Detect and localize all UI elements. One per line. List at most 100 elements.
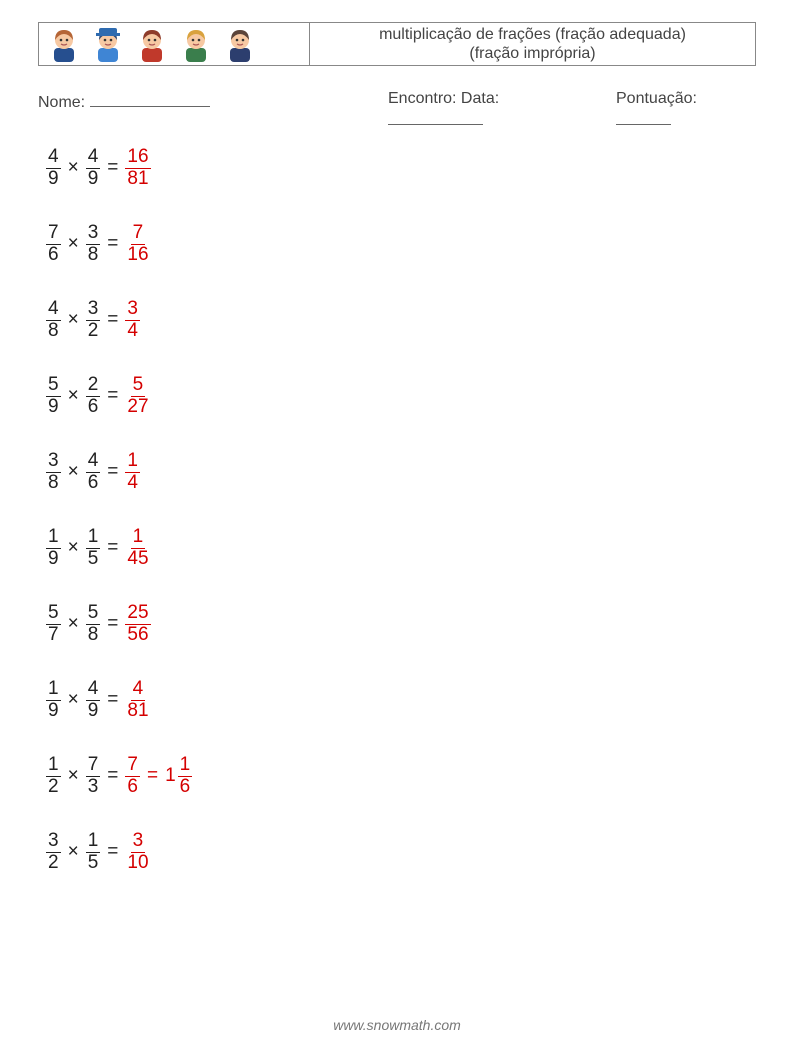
avatar-icon <box>137 26 167 62</box>
fraction: 4 8 <box>46 299 61 342</box>
denominator: 5 <box>86 853 101 874</box>
fraction: 5 27 <box>125 375 150 418</box>
denominator: 6 <box>125 777 140 798</box>
numerator: 3 <box>125 299 140 321</box>
numerator: 3 <box>46 451 61 473</box>
numerator: 5 <box>86 603 101 625</box>
score-field: Pontuação: <box>616 90 756 130</box>
multiply-sign: × <box>68 689 79 711</box>
denominator: 6 <box>86 473 101 494</box>
numerator: 4 <box>86 147 101 169</box>
denominator: 8 <box>46 473 61 494</box>
denominator: 6 <box>178 777 193 798</box>
equals-sign: = <box>107 309 118 331</box>
date-blank[interactable] <box>388 108 483 125</box>
denominator: 4 <box>125 473 140 494</box>
multiply-sign: × <box>68 537 79 559</box>
numerator: 3 <box>86 299 101 321</box>
equals-sign: = <box>107 157 118 179</box>
name-label: Nome: <box>38 94 85 111</box>
info-row: Nome: Encontro: Data: Pontuação: <box>38 90 756 130</box>
score-label: Pontuação: <box>616 90 697 107</box>
denominator: 3 <box>86 777 101 798</box>
footer-url: www.snowmath.com <box>0 1017 794 1033</box>
name-blank[interactable] <box>90 90 210 107</box>
denominator: 56 <box>125 625 150 646</box>
fraction: 7 16 <box>125 223 150 266</box>
mixed-number: 1 1 6 <box>165 755 192 798</box>
numerator: 4 <box>46 299 61 321</box>
denominator: 10 <box>125 853 150 874</box>
numerator: 1 <box>46 679 61 701</box>
problem-row: 1 9 × 1 5 = 1 45 <box>46 524 756 572</box>
denominator: 8 <box>86 625 101 646</box>
numerator: 4 <box>86 451 101 473</box>
multiply-sign: × <box>68 613 79 635</box>
denominator: 27 <box>125 397 150 418</box>
numerator: 4 <box>46 147 61 169</box>
denominator: 4 <box>125 321 140 342</box>
answer: 1 4 <box>125 451 140 494</box>
fraction: 3 10 <box>125 831 150 874</box>
title-line-1: multiplicação de frações (fração adequad… <box>379 25 686 44</box>
denominator: 2 <box>46 853 61 874</box>
numerator: 1 <box>178 755 193 777</box>
worksheet-page: multiplicação de frações (fração adequad… <box>0 0 794 1053</box>
numerator: 7 <box>125 755 140 777</box>
numerator: 1 <box>46 755 61 777</box>
denominator: 6 <box>46 245 61 266</box>
denominator: 9 <box>46 169 61 190</box>
problem-row: 3 8 × 4 6 = 1 4 <box>46 448 756 496</box>
equals-sign: = <box>107 461 118 483</box>
fraction: 1 4 <box>125 451 140 494</box>
score-blank[interactable] <box>616 108 671 125</box>
numerator: 7 <box>131 223 146 245</box>
denominator: 16 <box>125 245 150 266</box>
problem-row: 5 9 × 2 6 = 5 27 <box>46 372 756 420</box>
denominator: 8 <box>46 321 61 342</box>
equals-sign: = <box>107 385 118 407</box>
answer: 7 16 <box>125 223 150 266</box>
numerator: 3 <box>46 831 61 853</box>
worksheet-title: multiplicação de frações (fração adequad… <box>309 23 755 65</box>
answer: 3 4 <box>125 299 140 342</box>
fraction: 1 2 <box>46 755 61 798</box>
fraction: 7 3 <box>86 755 101 798</box>
fraction: 1 5 <box>86 527 101 570</box>
answer: 25 56 <box>125 603 150 646</box>
date-label: Encontro: Data: <box>388 90 499 107</box>
equals-sign: = <box>147 765 158 787</box>
problem-row: 4 9 × 4 9 = 16 81 <box>46 144 756 192</box>
numerator: 3 <box>131 831 146 853</box>
problem-row: 1 9 × 4 9 = 4 81 <box>46 676 756 724</box>
fraction: 1 6 <box>178 755 193 798</box>
problem-row: 4 8 × 3 2 = 3 4 <box>46 296 756 344</box>
avatar-icon <box>181 26 211 62</box>
problem-row: 1 2 × 7 3 = 7 6 = 1 1 6 <box>46 752 756 800</box>
answer: 16 81 <box>125 147 150 190</box>
multiply-sign: × <box>68 385 79 407</box>
fraction: 3 2 <box>46 831 61 874</box>
multiply-sign: × <box>68 841 79 863</box>
fraction: 3 8 <box>46 451 61 494</box>
date-field: Encontro: Data: <box>388 90 598 130</box>
fraction: 3 2 <box>86 299 101 342</box>
denominator: 2 <box>86 321 101 342</box>
fraction: 4 9 <box>86 147 101 190</box>
multiply-sign: × <box>68 157 79 179</box>
numerator: 1 <box>125 451 140 473</box>
mixed-whole: 1 <box>165 765 176 786</box>
equals-sign: = <box>107 689 118 711</box>
denominator: 9 <box>46 397 61 418</box>
fraction: 1 5 <box>86 831 101 874</box>
title-line-2: (fração imprópria) <box>469 44 595 63</box>
problem-row: 7 6 × 3 8 = 7 16 <box>46 220 756 268</box>
equals-sign: = <box>107 537 118 559</box>
problem-row: 3 2 × 1 5 = 3 10 <box>46 828 756 876</box>
numerator: 3 <box>86 223 101 245</box>
numerator: 7 <box>46 223 61 245</box>
fraction: 4 81 <box>125 679 150 722</box>
denominator: 9 <box>46 549 61 570</box>
fraction: 1 9 <box>46 527 61 570</box>
answer: 7 6 <box>125 755 140 798</box>
